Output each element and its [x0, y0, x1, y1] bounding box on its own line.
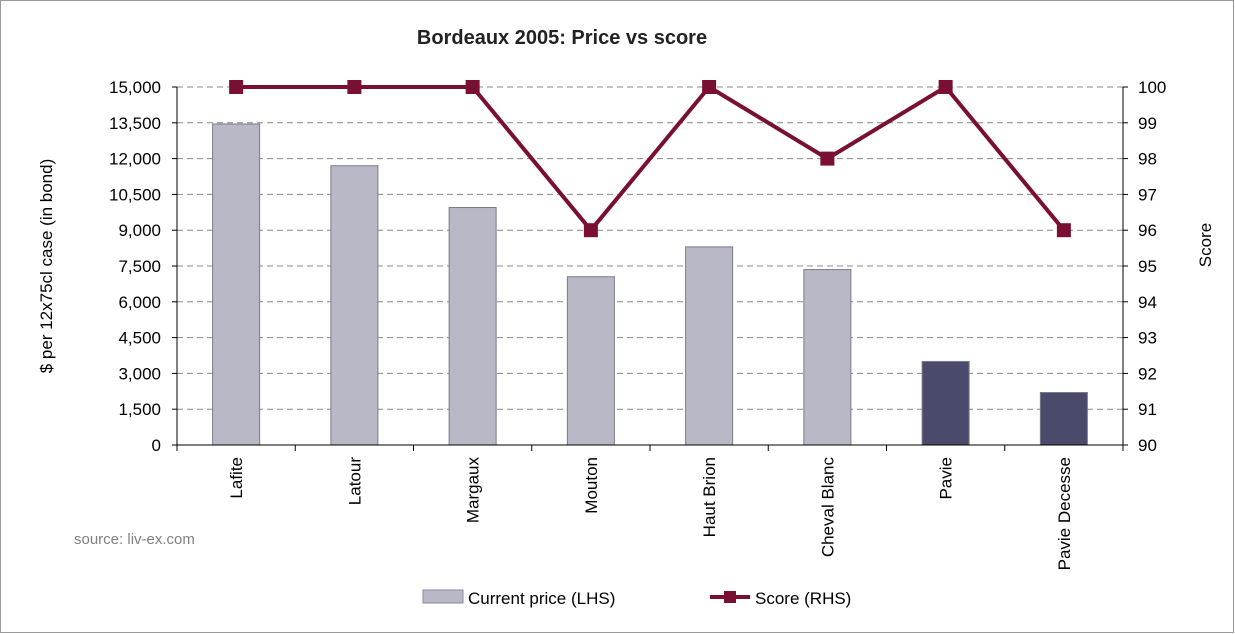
- x-tick-label: Latour: [345, 457, 364, 506]
- y2-tick-labels: 90 91 92 93 94 95 96 97 98 99 100: [1138, 78, 1166, 455]
- axes: [172, 86, 1128, 451]
- score-marker: [702, 80, 717, 94]
- score-marker: [583, 223, 598, 238]
- y2-tick-label: 98: [1138, 150, 1157, 169]
- score-marker: [820, 151, 835, 166]
- y-tick-label: 10,500: [109, 185, 161, 204]
- y2-tick-label: 97: [1138, 185, 1157, 204]
- score-marker: [347, 80, 362, 94]
- x-tick-labels: Lafite Latour Margaux Mouton Haut Brion Cheva…: [227, 457, 1074, 571]
- chart-title: Bordeaux 2005: Price vs score: [417, 27, 707, 49]
- x-tick-label: Pavie Decesse: [1055, 457, 1074, 570]
- price-bar: [448, 207, 497, 446]
- score-marker: [229, 80, 244, 94]
- x-tick-label: Cheval Blanc: [818, 457, 837, 558]
- y-tick-label: 1,500: [118, 400, 161, 419]
- price-bar: [212, 123, 261, 446]
- y-tick-label: 3,000: [118, 364, 161, 383]
- y-tick-label: 0: [152, 436, 161, 455]
- x-tick-label: Haut Brion: [700, 457, 719, 537]
- y2-tick-label: 92: [1138, 364, 1157, 383]
- score-marker: [938, 80, 953, 94]
- y2-tick-label: 99: [1138, 114, 1157, 133]
- legend-label-score: Score (RHS): [755, 589, 851, 608]
- y-tick-label: 4,500: [118, 329, 161, 348]
- score-polyline: [236, 84, 1066, 234]
- price-bar: [921, 360, 970, 446]
- x-tick-label: Mouton: [582, 457, 601, 514]
- price-bar: [685, 246, 734, 446]
- legend-label-price: Current price (LHS): [468, 589, 615, 608]
- y-tick-label: 7,500: [118, 257, 161, 276]
- y2-tick-label: 96: [1138, 221, 1157, 240]
- price-bar: [330, 165, 379, 446]
- y2-tick-label: 91: [1138, 400, 1157, 419]
- legend-swatch-price: [422, 589, 464, 604]
- score-marker: [465, 80, 480, 94]
- y2-tick-label: 93: [1138, 329, 1157, 348]
- x-tick-label: Margaux: [464, 457, 483, 524]
- score-line: [229, 80, 1071, 238]
- price-bar: [1039, 391, 1088, 446]
- legend: Current price (LHS) Score (RHS): [422, 589, 851, 608]
- y2-tick-label: 94: [1138, 293, 1157, 312]
- y-axis-label: $ per 12x75cl case (in bond): [37, 159, 56, 374]
- y-tick-label: 9,000: [118, 221, 161, 240]
- price-bar: [566, 276, 615, 446]
- y-tick-labels: 0 1,500 3,000 4,500 6,000 7,500 9,000 10,500 12,…: [109, 78, 161, 455]
- bars: [212, 123, 1088, 446]
- x-tick-label: Lafite: [227, 457, 246, 499]
- y-tick-label: 15,000: [109, 78, 161, 97]
- y-tick-label: 13,500: [109, 114, 161, 133]
- y2-tick-label: 95: [1138, 257, 1157, 276]
- score-marker: [1056, 223, 1071, 238]
- y-tick-label: 6,000: [118, 293, 161, 312]
- y2-axis-label: Score: [1196, 223, 1215, 267]
- y2-tick-label: 90: [1138, 436, 1157, 455]
- y2-tick-label: 100: [1138, 78, 1166, 97]
- price-bar: [803, 269, 852, 446]
- x-tick-label: Pavie: [937, 457, 956, 500]
- y-tick-label: 12,000: [109, 150, 161, 169]
- legend-swatch-score-marker: [724, 591, 736, 603]
- source-note: source: liv-ex.com: [74, 531, 195, 548]
